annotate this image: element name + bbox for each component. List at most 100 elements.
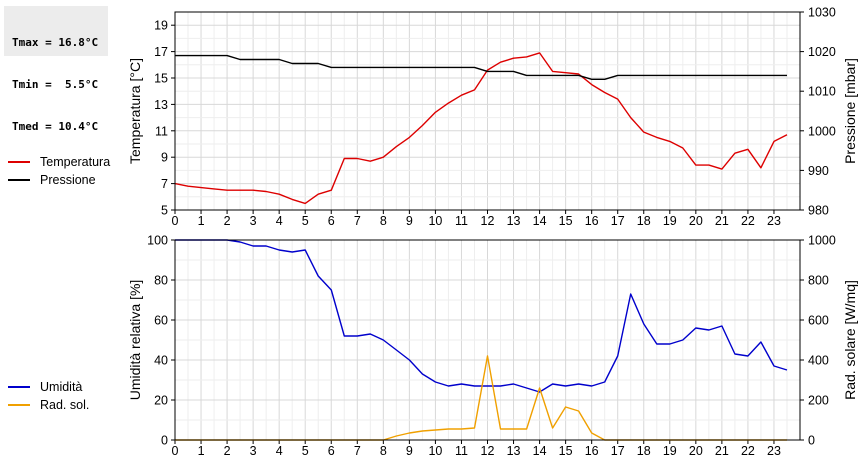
x-tick-label: 5 — [302, 444, 309, 458]
y-left-tick-label: 0 — [161, 434, 168, 448]
y-right-tick-label: 600 — [808, 314, 829, 328]
stat-tmed: Tmed = 10.4°C — [12, 120, 99, 133]
x-tick-label: 8 — [380, 214, 387, 228]
legend-item-umidita: Umidità — [8, 378, 89, 396]
chart-panel-1: 0 1 2 3 4 5 6 7 8 9 10 11 12 13 14 15 16 17 18 19 20 21 22 2302… — [127, 234, 858, 459]
x-tick-label: 12 — [481, 444, 495, 458]
plot-frame — [174, 11, 801, 211]
y-right-tick-label: 990 — [808, 164, 829, 178]
y-left-axis-label: Umidità relativa [%] — [127, 280, 143, 401]
x-tick-label: 10 — [428, 214, 442, 228]
series-line-pressione — [175, 54, 787, 81]
x-tick-label: 11 — [455, 214, 468, 228]
x-tick-label: 13 — [507, 444, 521, 458]
x-tick-label: 6 — [328, 444, 335, 458]
y-right-tick-label: 1020 — [808, 45, 836, 59]
y-left-tick-label: 40 — [154, 354, 168, 368]
x-tick-label: 20 — [689, 214, 703, 228]
y-right-tick-label: 0 — [808, 434, 815, 448]
stat-tmin: Tmin = 5.5°C — [12, 78, 99, 91]
y-left-tick-label: 19 — [154, 19, 168, 33]
x-tick-label: 1 — [198, 214, 205, 228]
y-right-tick-label: 980 — [808, 204, 829, 218]
legend-label-pressione: Pressione — [40, 173, 96, 187]
x-tick-label: 2 — [224, 214, 231, 228]
x-tick-label: 21 — [715, 444, 729, 458]
x-tick-label: 11 — [455, 444, 468, 458]
x-tick-label: 15 — [559, 214, 573, 228]
x-tick-label: 16 — [585, 444, 599, 458]
x-tick-label: 22 — [741, 214, 755, 228]
plot-frame — [174, 239, 801, 441]
y-left-tick-label: 7 — [161, 177, 168, 191]
x-tick-label: 9 — [406, 444, 413, 458]
y-right-tick-label: 1000 — [808, 234, 836, 248]
legend-swatch-rad-sol — [8, 404, 30, 406]
x-tick-label: 0 — [172, 444, 179, 458]
x-tick-label: 23 — [767, 214, 781, 228]
x-tick-label: 19 — [663, 444, 677, 458]
x-tick-label: 5 — [302, 214, 309, 228]
legend-swatch-temperatura — [8, 161, 30, 163]
x-tick-label: 16 — [585, 214, 599, 228]
legend-bottom: Umidità Rad. sol. — [8, 378, 89, 414]
x-tick-label: 0 — [172, 214, 179, 228]
y-left-tick-label: 9 — [161, 151, 168, 165]
y-right-tick-label: 800 — [808, 274, 829, 288]
x-tick-label: 15 — [559, 444, 573, 458]
y-right-tick-label: 1000 — [808, 124, 836, 138]
y-left-tick-label: 17 — [154, 45, 168, 59]
x-tick-label: 19 — [663, 214, 677, 228]
legend-label-umidita: Umidità — [40, 380, 83, 394]
x-tick-label: 3 — [250, 214, 257, 228]
chart-panel-0: 0 1 2 3 4 5 6 7 8 9 10 11 12 13 14 15 16 17 18 19 20 21 22 2357… — [127, 6, 858, 229]
x-tick-label: 23 — [767, 444, 781, 458]
x-tick-label: 8 — [380, 444, 387, 458]
y-right-axis-label: Rad. solare [W/mq] — [842, 280, 858, 400]
x-tick-label: 9 — [406, 214, 413, 228]
stats-box: Tmax = 16.8°C Tmin = 5.5°C Tmed = 10.4°C — [4, 6, 108, 133]
y-right-tick-label: 400 — [808, 354, 829, 368]
y-left-axis-label: Temperatura [°C] — [127, 58, 143, 164]
x-tick-label: 14 — [533, 444, 547, 458]
y-left-tick-label: 20 — [154, 394, 168, 408]
x-tick-label: 4 — [276, 444, 283, 458]
stat-tmax: Tmax = 16.8°C — [12, 36, 99, 49]
y-left-tick-label: 5 — [161, 204, 168, 218]
legend-label-temperatura: Temperatura — [40, 155, 111, 169]
y-left-tick-label: 13 — [154, 98, 168, 112]
x-tick-label: 22 — [741, 444, 755, 458]
x-tick-label: 18 — [637, 444, 651, 458]
legend-top: Temperatura Pressione — [8, 153, 110, 189]
x-tick-label: 14 — [533, 214, 547, 228]
y-right-tick-label: 1010 — [808, 85, 836, 99]
x-tick-label: 2 — [224, 444, 231, 458]
legend-item-pressione: Pressione — [8, 171, 110, 189]
y-left-tick-label: 80 — [154, 274, 168, 288]
x-tick-label: 20 — [689, 444, 703, 458]
y-right-axis-label: Pressione [mbar] — [842, 58, 858, 164]
series-line-umidit — [175, 239, 788, 393]
x-tick-label: 18 — [637, 214, 651, 228]
legend-label-rad-sol: Rad. sol. — [40, 398, 90, 412]
x-tick-label: 3 — [250, 444, 257, 458]
y-left-tick-label: 15 — [154, 72, 168, 86]
y-right-tick-label: 200 — [808, 394, 829, 408]
legend-swatch-umidita — [8, 386, 30, 388]
x-tick-label: 6 — [328, 214, 335, 228]
x-tick-label: 10 — [428, 444, 442, 458]
x-tick-label: 12 — [481, 214, 495, 228]
y-left-tick-label: 11 — [155, 124, 168, 138]
x-tick-label: 7 — [354, 444, 361, 458]
x-tick-label: 17 — [611, 444, 625, 458]
x-tick-label: 1 — [198, 444, 205, 458]
x-tick-label: 17 — [611, 214, 625, 228]
legend-item-temperatura: Temperatura — [8, 153, 110, 171]
y-left-tick-label: 60 — [154, 314, 168, 328]
legend-swatch-pressione — [8, 179, 30, 181]
y-left-tick-label: 100 — [147, 234, 168, 248]
x-tick-label: 4 — [276, 214, 283, 228]
series-line-temperatura — [174, 52, 788, 205]
x-tick-label: 13 — [507, 214, 521, 228]
